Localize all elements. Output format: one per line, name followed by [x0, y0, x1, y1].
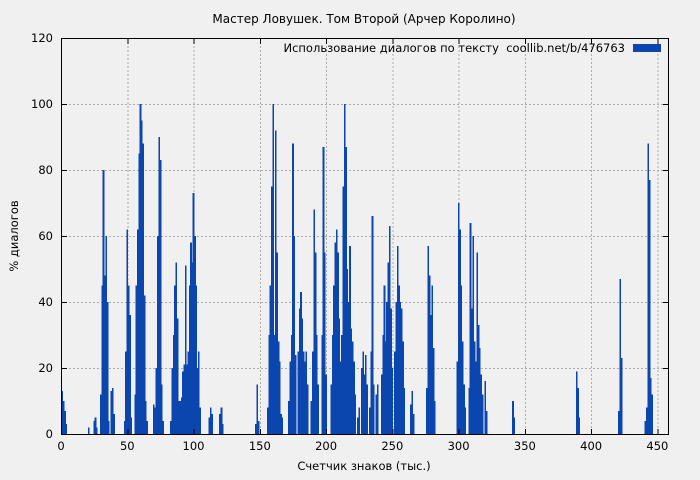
- svg-text:120: 120: [31, 31, 53, 45]
- svg-text:200: 200: [315, 439, 337, 453]
- svg-text:50: 50: [120, 439, 135, 453]
- svg-text:300: 300: [448, 439, 470, 453]
- legend-label: Использование диалогов по тексту coollib…: [283, 41, 625, 55]
- x-axis-label: Счетчик знаков (тыс.): [297, 459, 431, 473]
- svg-text:100: 100: [31, 97, 53, 111]
- svg-text:80: 80: [38, 163, 53, 177]
- svg-text:0: 0: [57, 439, 64, 453]
- legend-swatch: [633, 44, 661, 52]
- axes: [61, 38, 669, 435]
- chart-title: Мастер Ловушек. Том Второй (Арчер Короли…: [212, 12, 516, 26]
- y-axis-label: % диалогов: [7, 200, 21, 272]
- svg-text:40: 40: [38, 295, 53, 309]
- svg-text:0: 0: [46, 427, 53, 441]
- svg-text:400: 400: [580, 439, 602, 453]
- svg-text:350: 350: [514, 439, 536, 453]
- svg-text:20: 20: [38, 361, 53, 375]
- svg-text:150: 150: [249, 439, 271, 453]
- svg-text:250: 250: [381, 439, 403, 453]
- svg-text:100: 100: [183, 439, 205, 453]
- bars: [61, 104, 653, 434]
- tick-labels: 0 20 40 60 80 100 120 0 50 100 150 200 250 300 350 400 4…: [31, 31, 668, 453]
- svg-text:60: 60: [38, 229, 53, 243]
- legend: Использование диалогов по тексту coollib…: [283, 41, 661, 55]
- svg-text:450: 450: [646, 439, 668, 453]
